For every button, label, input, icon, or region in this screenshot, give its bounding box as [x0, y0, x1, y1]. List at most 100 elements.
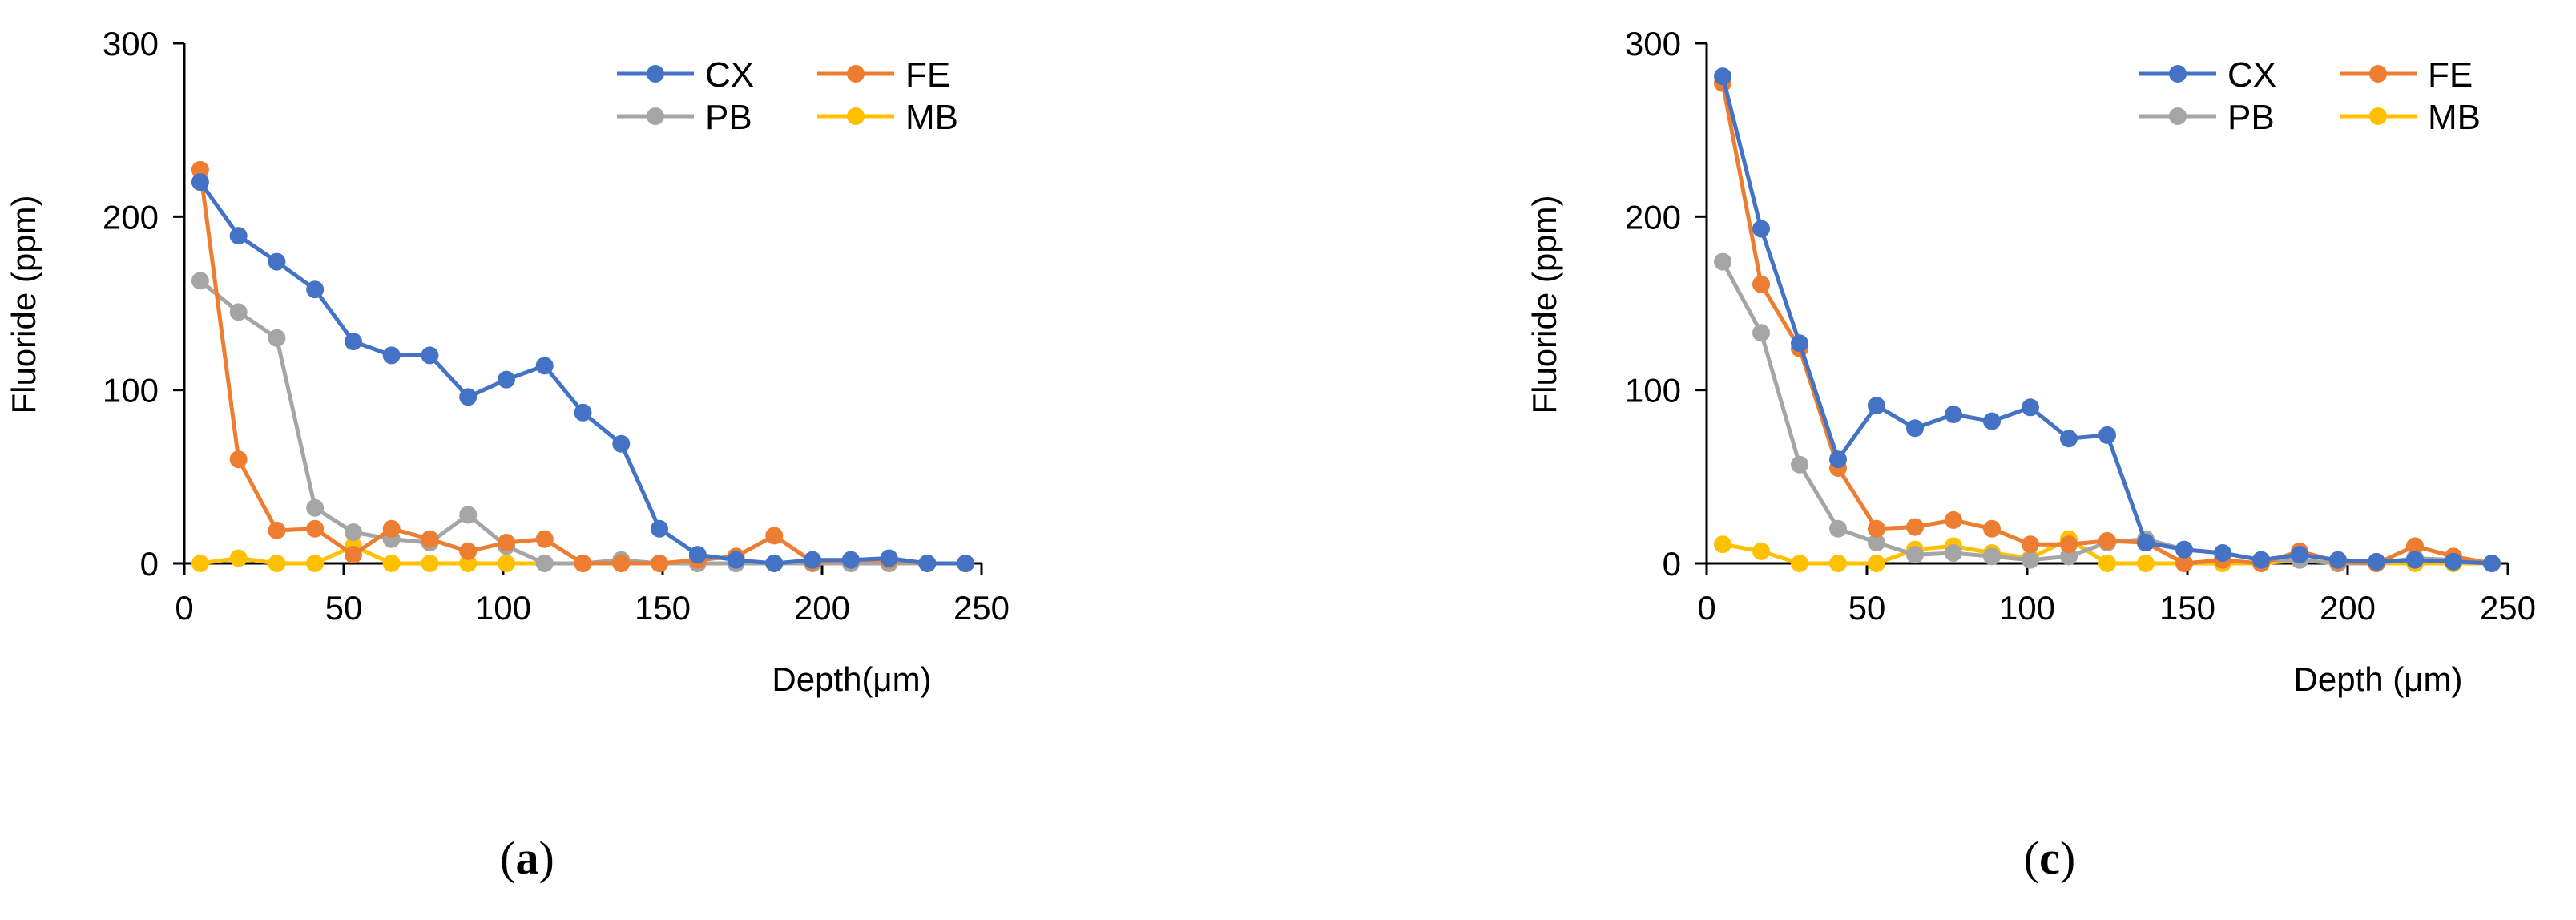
data-point-mb	[382, 555, 401, 572]
series-pb	[1714, 252, 2501, 572]
data-point-pb	[1829, 519, 1847, 538]
data-point-fe	[229, 450, 248, 469]
x-tick-label: 0	[175, 589, 193, 627]
data-point-fe	[1906, 518, 1924, 536]
data-point-cx	[957, 555, 975, 572]
data-point-mb	[306, 555, 325, 572]
legend-item-mb: MB	[817, 98, 958, 137]
data-point-mb	[421, 555, 439, 572]
legend-item-cx: CX	[2139, 55, 2276, 95]
chart-panel-0: 0 100 200 300 0 50 100 150 200 250 Depth(μm) Fluori…	[5, 25, 1010, 884]
data-point-cx	[918, 555, 937, 572]
data-point-pb	[459, 506, 478, 524]
data-point-cx	[2406, 551, 2424, 569]
data-point-fe	[2060, 535, 2078, 554]
data-point-mb	[229, 549, 248, 567]
series-fe	[1714, 74, 2501, 572]
data-point-mb	[2137, 555, 2155, 572]
data-point-cx	[765, 555, 784, 572]
data-point-cx	[2291, 546, 2308, 564]
data-point-fe	[574, 555, 592, 572]
y-tick-label: 100	[103, 372, 159, 410]
data-point-cx	[1829, 450, 1847, 469]
data-point-cx	[612, 434, 631, 453]
data-point-cx	[2098, 426, 2116, 444]
data-point-pb	[1983, 547, 2001, 566]
legend-label: FE	[905, 55, 950, 95]
panel-label-part: )	[539, 832, 554, 884]
data-point-cx	[459, 388, 478, 406]
data-point-mb	[1714, 535, 1731, 554]
legend-swatch-marker	[647, 65, 664, 83]
data-point-cx	[880, 549, 898, 567]
x-axis-title: Depth (μm)	[2294, 660, 2463, 698]
series-cx	[1714, 67, 2501, 572]
data-point-fe	[651, 555, 669, 572]
data-point-cx	[2214, 544, 2231, 563]
data-point-fe	[382, 519, 401, 538]
y-tick-label: 200	[103, 198, 159, 236]
data-point-cx	[421, 346, 439, 365]
legend-swatch-marker	[847, 65, 865, 83]
data-point-cx	[2252, 551, 2270, 569]
panel-label-part: c	[2039, 832, 2060, 884]
legend-swatch-marker	[2169, 65, 2187, 83]
data-point-pb	[191, 272, 209, 290]
legend-item-cx: CX	[617, 55, 754, 95]
data-point-cx	[688, 546, 707, 564]
data-point-cx	[1752, 220, 1770, 238]
data-point-fe	[268, 521, 286, 539]
legend-swatch-marker	[2369, 107, 2387, 125]
chart-panel-1: 0 100 200 300 0 50 100 150 200 250 Depth (μm) Fluor…	[1526, 25, 2536, 884]
data-point-fe	[2098, 531, 2116, 550]
data-point-pb	[535, 555, 554, 572]
x-tick-label: 100	[1999, 589, 2055, 627]
data-point-cx	[344, 333, 362, 351]
x-tick-label: 50	[1848, 589, 1886, 627]
y-tick-label: 300	[1625, 25, 1681, 63]
legend-item-fe: FE	[2340, 55, 2473, 95]
data-point-cx	[382, 346, 401, 365]
x-tick-label: 250	[2480, 589, 2536, 627]
panel-label: (c)	[2024, 832, 2075, 884]
x-tick-label: 250	[953, 589, 1010, 627]
data-point-cx	[229, 227, 248, 245]
legend-item-pb: PB	[2139, 98, 2275, 137]
data-point-cx	[574, 403, 592, 422]
y-axis-title: Fluoride (ppm)	[5, 195, 42, 414]
data-point-mb	[1868, 555, 1885, 572]
legend-swatch-marker	[647, 107, 664, 125]
data-point-cx	[1983, 412, 2001, 430]
data-point-pb	[1868, 534, 1885, 552]
data-point-cx	[306, 280, 325, 299]
data-point-fe	[2175, 555, 2193, 572]
panel-label: (a)	[500, 832, 554, 884]
panel-label-part: )	[2060, 832, 2075, 884]
data-point-fe	[2022, 535, 2039, 554]
data-point-pb	[1906, 546, 1924, 564]
data-point-fe	[1752, 275, 1770, 293]
y-tick-label: 100	[1625, 372, 1681, 410]
data-point-pb	[1791, 455, 1808, 474]
series-line-cx	[1720, 75, 2493, 566]
data-point-pb	[344, 523, 362, 542]
data-point-mb	[1791, 555, 1808, 572]
data-point-pb	[1945, 544, 1962, 563]
data-point-pb	[2060, 547, 2078, 566]
data-point-cx	[2445, 552, 2462, 571]
legend: CX FE PB MB	[2139, 55, 2481, 137]
y-axis-title: Fluoride (ppm)	[1526, 195, 1563, 414]
data-point-cx	[2022, 398, 2039, 417]
data-point-pb	[306, 498, 325, 517]
x-axis-title: Depth(μm)	[772, 660, 931, 698]
x-tick-label: 200	[2320, 589, 2376, 627]
data-point-cx	[497, 370, 515, 389]
y-tick-label: 0	[1663, 545, 1681, 583]
data-point-cx	[2329, 551, 2347, 569]
data-point-mb	[497, 555, 515, 572]
panel-label-part: a	[516, 832, 539, 884]
data-point-fe	[344, 546, 362, 564]
data-point-fe	[1945, 510, 1962, 529]
data-point-mb	[1829, 555, 1847, 572]
legend-item-fe: FE	[817, 55, 950, 95]
